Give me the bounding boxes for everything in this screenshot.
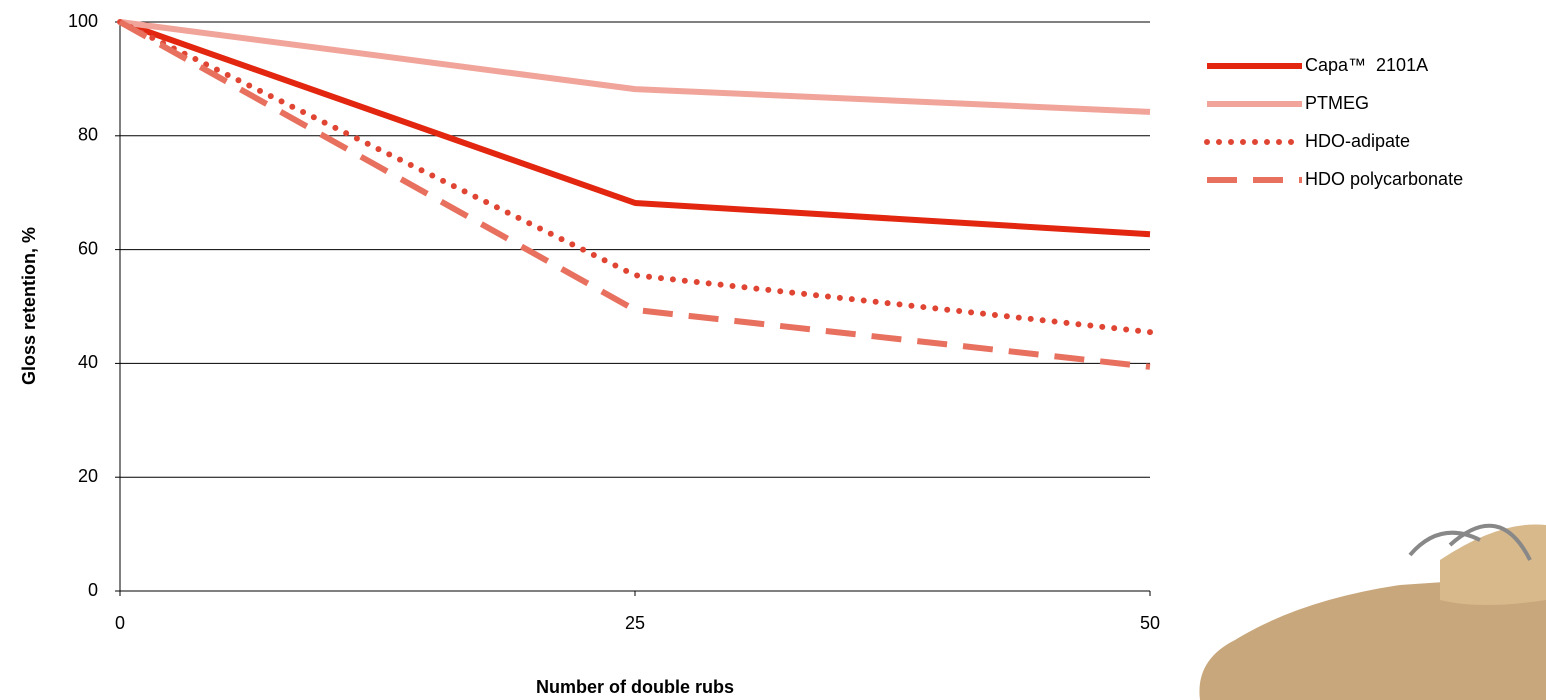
y-tick-label: 80 — [78, 125, 98, 145]
x-axis-title: Number of double rubs — [536, 677, 734, 697]
legend-label: HDO-adipate — [1305, 131, 1410, 151]
legend-label: Capa™ 2101A — [1305, 55, 1428, 75]
y-axis-title: Gloss retention, % — [19, 227, 39, 385]
series-line — [120, 22, 1150, 112]
legend-label: PTMEG — [1305, 93, 1369, 113]
y-tick-label: 40 — [78, 352, 98, 372]
series-line — [120, 22, 1150, 332]
x-tick-label: 25 — [625, 613, 645, 633]
y-tick-label: 100 — [68, 11, 98, 31]
y-tick-label: 60 — [78, 238, 98, 258]
legend-label: HDO polycarbonate — [1305, 169, 1463, 189]
x-tick-label: 50 — [1140, 613, 1160, 633]
x-tick-label: 0 — [115, 613, 125, 633]
cork-illustration — [1199, 524, 1546, 700]
series-line — [120, 22, 1150, 234]
chart: Number of double rubs Gloss retention, %… — [0, 0, 1546, 700]
y-tick-label: 0 — [88, 580, 98, 600]
y-tick-label: 20 — [78, 466, 98, 486]
